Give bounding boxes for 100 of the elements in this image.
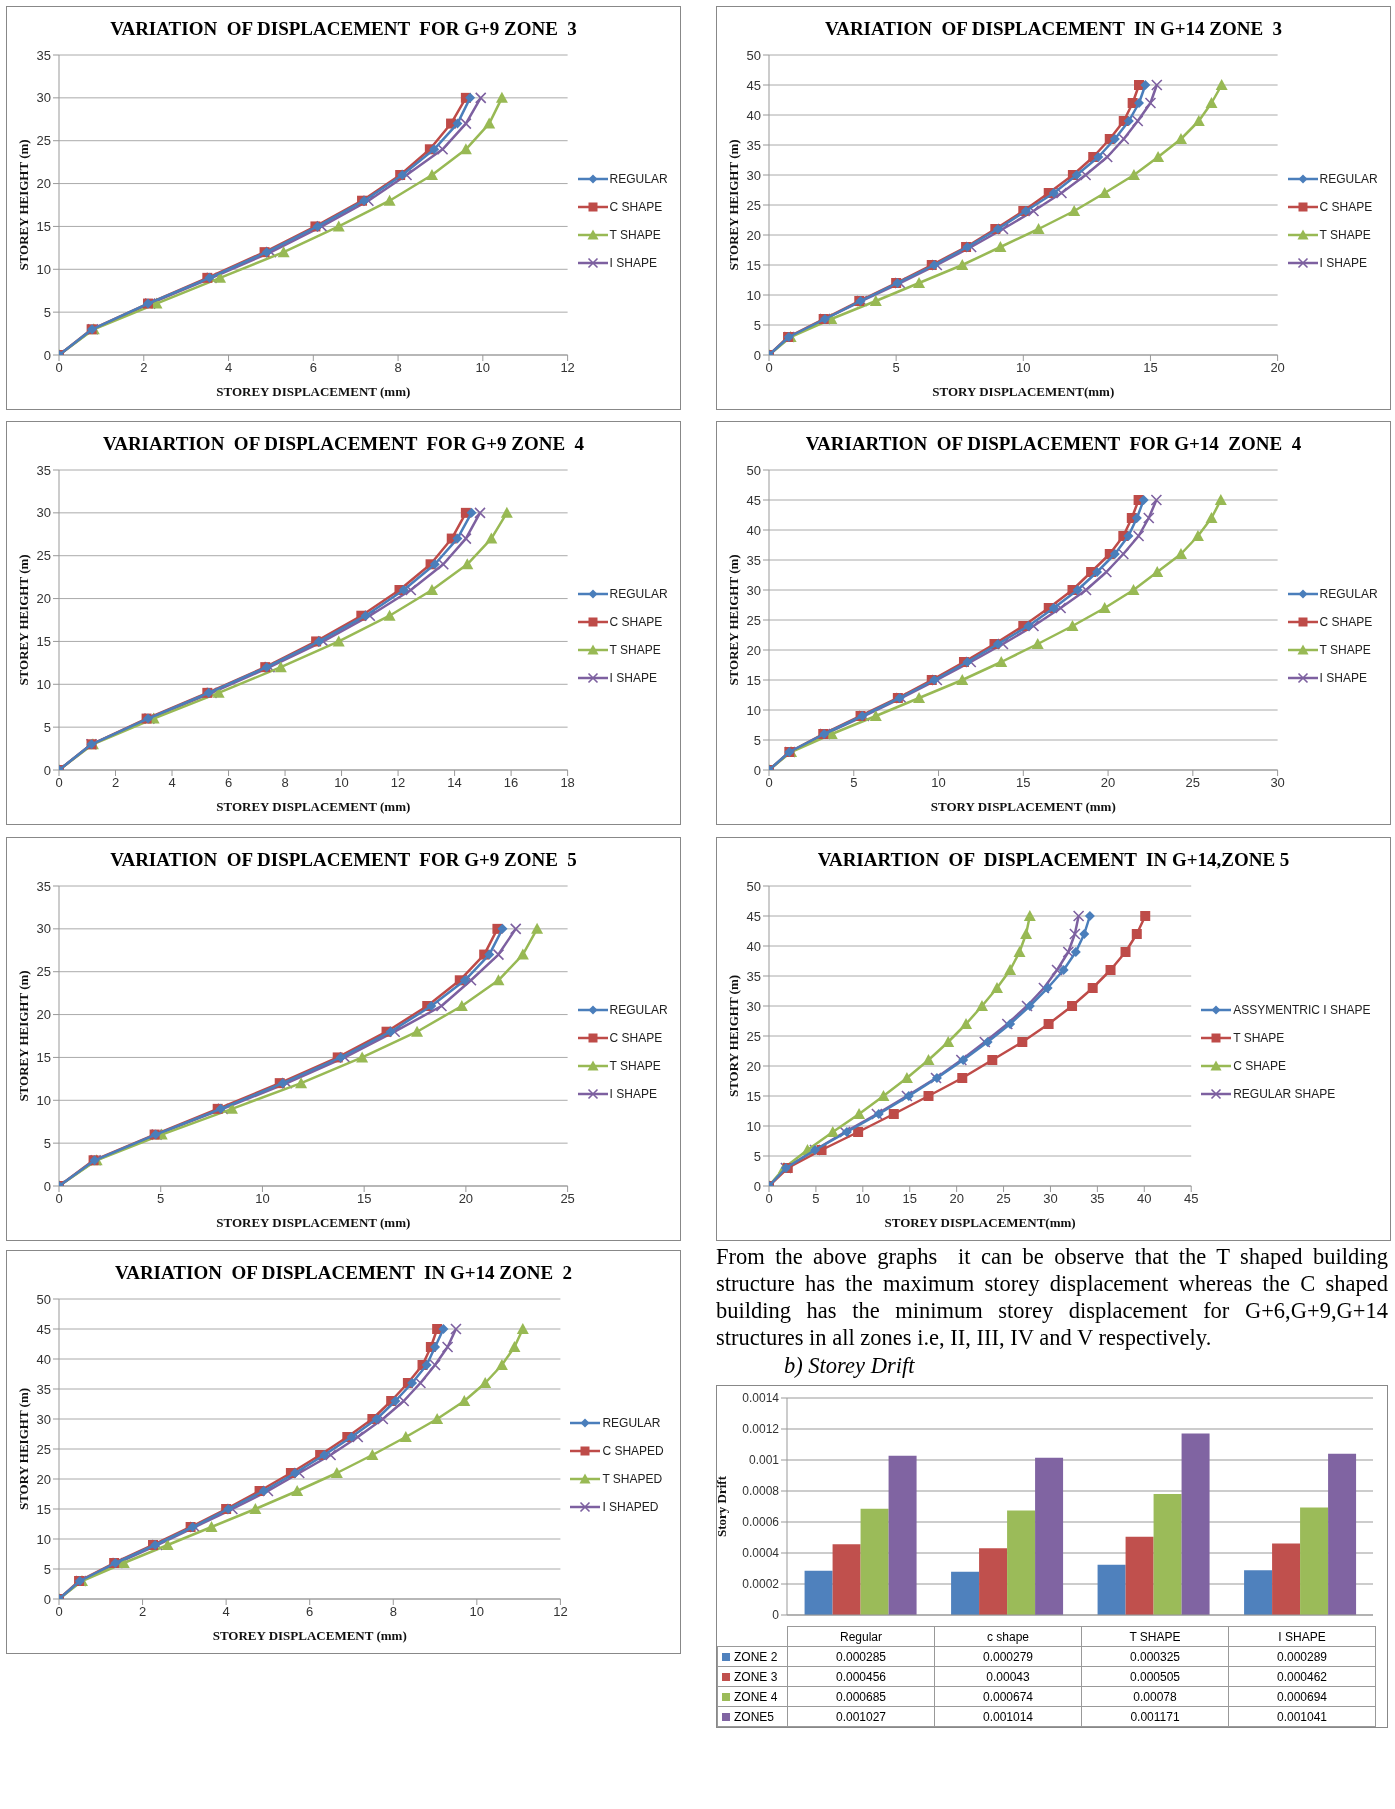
x-tick-label: 0 (55, 360, 63, 376)
y-tick-label: 30 (746, 167, 761, 183)
legend-label: T SHAPED (602, 1472, 663, 1486)
legend-label: REGULAR (609, 1003, 668, 1017)
y-tick-label: 20 (36, 176, 51, 192)
y-tick-label: 20 (746, 642, 761, 658)
data-label: 0.000674 (934, 1686, 1082, 1707)
legend-label: C SHAPE (1319, 200, 1373, 214)
legend-label: T SHAPE (1319, 643, 1371, 657)
x-tick-label: 5 (157, 1191, 165, 1207)
y-tick-label: 5 (43, 719, 51, 735)
y-tick-label: 35 (36, 462, 51, 478)
x-tick-label: 15 (356, 1191, 372, 1207)
legend-label: T SHAPE (609, 1059, 661, 1073)
y-tick-label: 35 (36, 878, 51, 894)
x-tick-label: 45 (1183, 1191, 1199, 1207)
data-label: 0.000462 (1228, 1666, 1376, 1687)
y-tick-label: 20 (36, 1471, 51, 1487)
x-tick-label: 5 (850, 775, 858, 791)
legend-label: REGULAR SHAPE (1233, 1087, 1336, 1101)
y-tick-label: 35 (36, 1381, 51, 1397)
data-label: 0.000285 (787, 1646, 935, 1667)
legend-label: I SHAPE (1319, 256, 1367, 270)
x-tick-label: 10 (931, 775, 946, 791)
y-tick-label: 40 (746, 522, 761, 538)
y-tick-label: 5 (43, 1561, 51, 1577)
x-tick-label: 40 (1137, 1191, 1152, 1207)
x-tick-label: 20 (1100, 775, 1116, 791)
x-tick-label: 2 (140, 360, 148, 376)
legend-label: C SHAPE (609, 1031, 663, 1045)
x-tick-label: 25 (996, 1191, 1011, 1207)
x-tick-label: 5 (812, 1191, 820, 1207)
y-tick-label: 5 (43, 304, 51, 320)
y-tick-label: 25 (36, 1441, 51, 1457)
x-tick-label: Regular (787, 1626, 935, 1647)
x-tick-label: I SHAPE (1228, 1626, 1376, 1647)
x-tick-label: 12 (560, 360, 575, 376)
y-tick-label: 25 (36, 548, 51, 564)
y-tick-label: 35 (36, 47, 51, 63)
y-axis-title: STOREY HEIGHT (m) (15, 139, 31, 271)
x-tick-label: c shape (934, 1626, 1082, 1647)
x-axis-title: STOREY DISPLACEMENT (mm) (212, 1628, 407, 1644)
x-tick-label: 20 (1270, 360, 1285, 376)
legend-label: C SHAPE (1233, 1059, 1286, 1073)
legend-label: T SHAPE (609, 643, 661, 657)
x-tick-label: 15 (1143, 360, 1158, 376)
legend-label: T SHAPE (1319, 228, 1371, 242)
legend-label: ASSYMENTRIC I SHAPE (1233, 1003, 1371, 1017)
legend-label: C SHAPE (609, 200, 663, 214)
y-tick-label: 45 (36, 1321, 51, 1337)
y-tick-label: 0 (43, 762, 51, 778)
x-axis-title: STORY DISPLACEMENT(mm) (932, 384, 1115, 400)
y-tick-label: 20 (746, 1058, 761, 1074)
y-axis-title: STOREY HEIGHT (m) (725, 554, 741, 686)
data-label: 0.00078 (1081, 1686, 1229, 1707)
legend-label: ZONE 4 (717, 1686, 788, 1707)
y-tick-label: 30 (746, 998, 761, 1014)
y-axis-title: STOREY HEIGHT (m) (15, 554, 31, 686)
y-tick-label: 20 (36, 1007, 51, 1023)
y-tick-label: 0.0012 (742, 1422, 780, 1437)
x-axis-title: STOREY DISPLACEMENT (mm) (216, 799, 411, 815)
y-tick-label: 50 (746, 462, 761, 478)
y-tick-label: 10 (746, 1118, 761, 1134)
y-tick-label: 15 (36, 1050, 51, 1066)
x-axis-title: STORY DISPLACEMENT (mm) (930, 799, 1116, 815)
x-tick-label: 10 (334, 775, 349, 791)
y-axis-title: STORY HEIGHT (m) (15, 1387, 31, 1511)
data-label: 0.001171 (1081, 1706, 1229, 1727)
y-tick-label: 45 (746, 492, 761, 508)
chart-title: VARIATION OF DISPLACEMENT FOR G+9 ZONE 3 (110, 18, 577, 39)
x-tick-label: 10 (469, 1604, 485, 1620)
x-tick-label: 8 (394, 360, 402, 376)
chart-title: VARIARTION OF DISPLACEMENT FOR G+14 ZONE 4 (805, 433, 1302, 454)
y-tick-label: 40 (746, 107, 761, 123)
legend-label: I SHAPE (609, 256, 657, 270)
y-tick-label: 0 (753, 1178, 761, 1194)
legend-label: ZONE5 (717, 1706, 788, 1727)
legend-label: ZONE 3 (717, 1666, 788, 1687)
y-tick-label: 0 (43, 347, 51, 363)
data-label: 0.000694 (1228, 1686, 1376, 1707)
legend-label: ZONE 2 (717, 1646, 788, 1667)
x-tick-label: 12 (553, 1604, 568, 1620)
x-tick-label: 14 (447, 775, 462, 791)
x-tick-label: 12 (390, 775, 406, 791)
y-axis-title: STOREY HEIGHT (m) (15, 970, 31, 1102)
x-tick-label: 0 (55, 775, 63, 791)
x-tick-label: 25 (560, 1191, 575, 1207)
chart-title: VARIARTION OF DISPLACEMENT IN G+14,ZONE 5 (817, 849, 1290, 870)
legend-label: T SHAPE (609, 228, 661, 242)
chart-title: VARIATION OF DISPLACEMENT IN G+14 ZONE 3 (824, 18, 1283, 39)
y-tick-label: 30 (36, 90, 51, 106)
y-tick-label: 15 (36, 1501, 51, 1517)
x-tick-label: 16 (503, 775, 519, 791)
x-tick-label: 0 (55, 1191, 63, 1207)
x-tick-label: 6 (309, 360, 317, 376)
y-tick-label: 15 (746, 672, 761, 688)
chart-title: VARIATION OF DISPLACEMENT IN G+14 ZONE 2 (114, 1262, 573, 1283)
y-tick-label: 35 (746, 552, 761, 568)
x-tick-label: 8 (281, 775, 289, 791)
chart-title: VARIATION OF DISPLACEMENT FOR G+9 ZONE 5 (110, 849, 577, 870)
